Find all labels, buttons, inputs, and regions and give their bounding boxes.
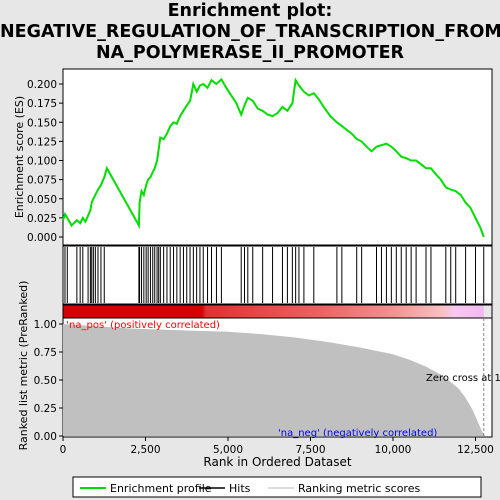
rank-ytick-label: 0.25 bbox=[34, 403, 57, 415]
es-ytick-label: 0.100 bbox=[27, 156, 57, 168]
rank-xtick-label: 10,000 bbox=[375, 444, 412, 456]
positive-correlation-label: 'na_pos' (positively correlated) bbox=[66, 320, 220, 331]
enrichment-score-panel: 0.000 0.025 0.050 0.075 0.100 0.125 0.150 0.175… bbox=[13, 69, 492, 245]
zero-cross-label: Zero cross at 1 bbox=[426, 373, 500, 384]
rank-xlabel: Rank in Ordered Dataset bbox=[203, 455, 351, 469]
es-plot-area bbox=[63, 69, 492, 245]
rank-xtick-label: 2,500 bbox=[130, 444, 160, 456]
rank-xtick-label: 0 bbox=[60, 444, 67, 456]
negative-correlation-label: 'na_neg' (negatively correlated) bbox=[278, 428, 437, 439]
rank-ylabel: Ranked list metric (PreRanked) bbox=[17, 281, 30, 451]
ranking-color-bar bbox=[63, 305, 484, 318]
legend: Enrichment profile Hits Ranking metric sco… bbox=[73, 477, 481, 497]
es-ytick-label: 0.050 bbox=[27, 194, 57, 206]
es-ytick-label: 0.025 bbox=[27, 213, 57, 225]
rank-ytick-label: 0.50 bbox=[34, 375, 57, 387]
legend-label-2: Ranking metric scores bbox=[298, 482, 420, 495]
legend-label-1: Hits bbox=[229, 482, 251, 495]
es-ytick-label: 0.175 bbox=[27, 98, 57, 110]
rank-ytick-label: 0.00 bbox=[34, 431, 57, 443]
rank-ytick-label: 0.75 bbox=[34, 347, 57, 359]
es-ytick-label: 0.150 bbox=[27, 117, 57, 129]
hits-panel bbox=[63, 246, 492, 318]
es-ytick-label: 0.200 bbox=[27, 79, 57, 91]
es-ytick-label: 0.125 bbox=[27, 136, 57, 148]
rank-xtick-label: 12,500 bbox=[457, 444, 494, 456]
hits-area bbox=[63, 246, 492, 304]
es-ytick-label: 0.075 bbox=[27, 175, 57, 187]
es-ylabel: Enrichment score (ES) bbox=[13, 96, 26, 218]
rank-ytick-label: 1.00 bbox=[34, 319, 57, 331]
es-ytick-label: 0.000 bbox=[27, 232, 57, 244]
legend-label-0: Enrichment profile bbox=[110, 482, 212, 495]
